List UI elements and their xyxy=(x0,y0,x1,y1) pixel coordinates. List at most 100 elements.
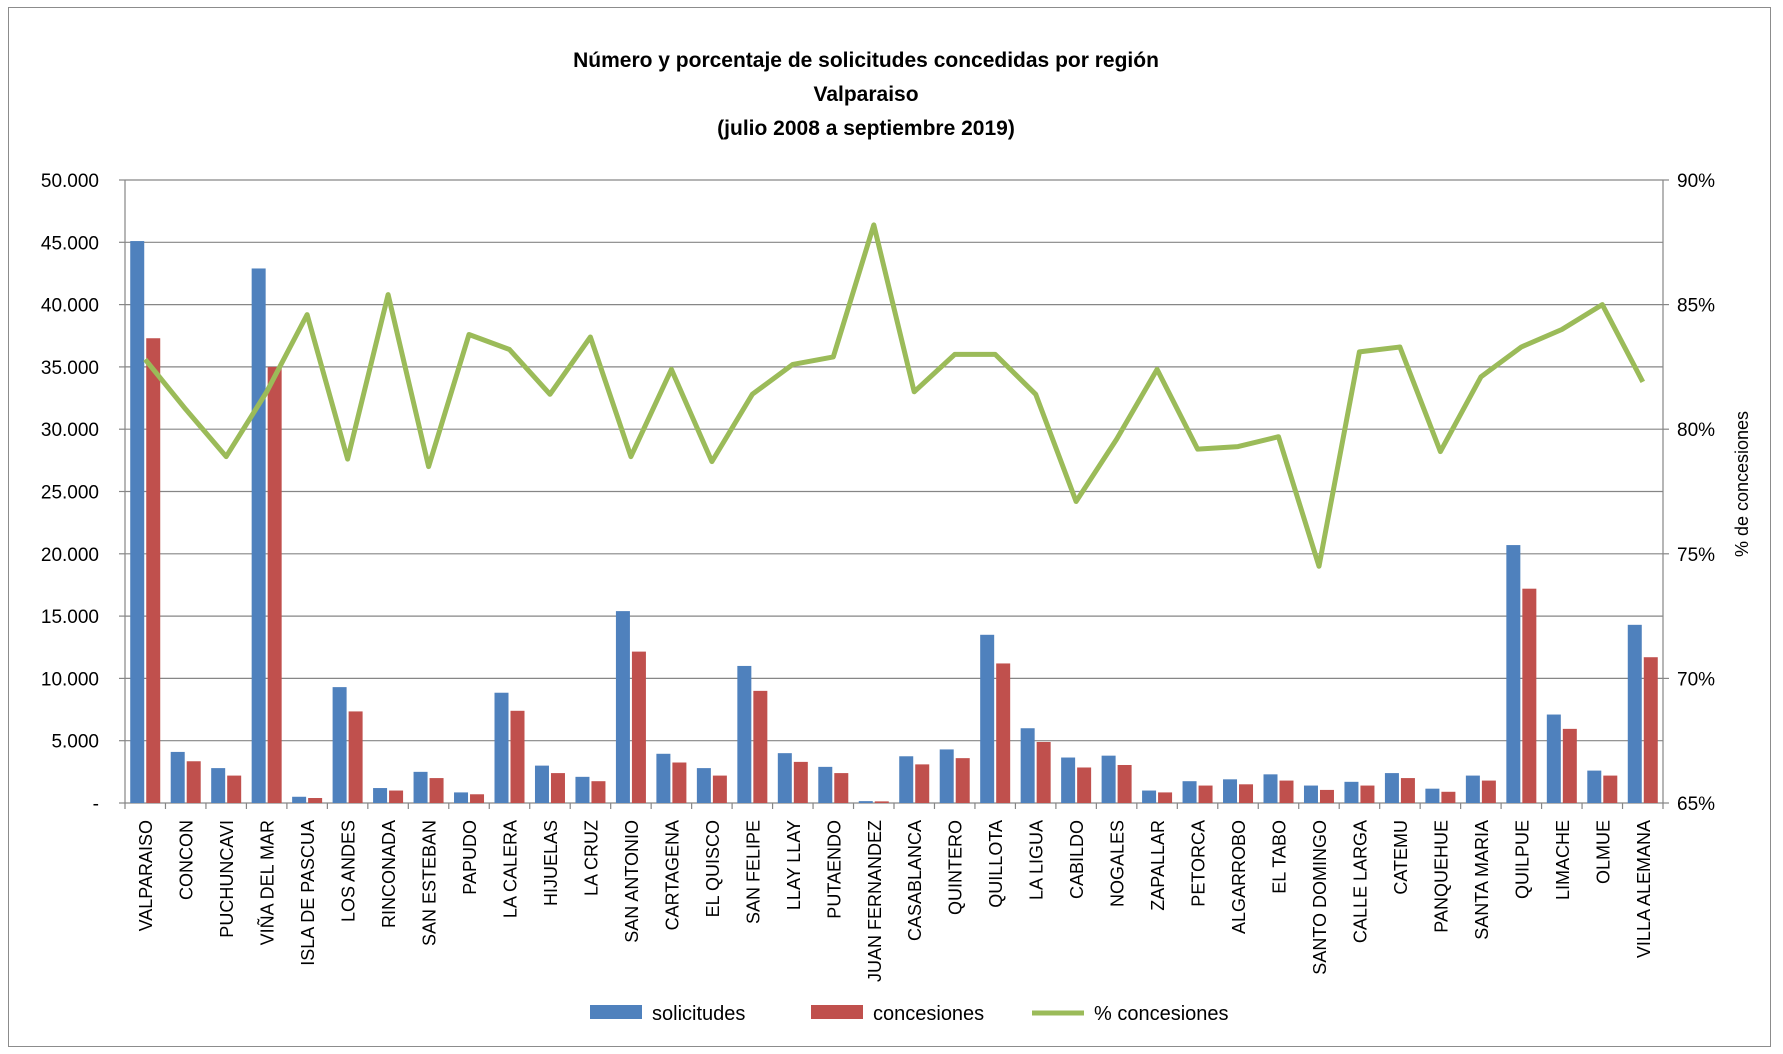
x-category-label: CARTAGENA xyxy=(662,820,682,930)
bar-solicitudes xyxy=(980,634,995,803)
bar-solicitudes xyxy=(1546,714,1561,803)
bar-concesiones xyxy=(470,794,485,803)
bar-concesiones xyxy=(996,663,1011,803)
bar-concesiones xyxy=(1481,780,1496,803)
bar-solicitudes xyxy=(1465,775,1480,803)
bar-concesiones xyxy=(186,761,201,803)
y2-axis-title: % de concesiones xyxy=(1732,411,1752,557)
x-category-label: HIJUELAS xyxy=(541,820,561,906)
bar-concesiones xyxy=(1036,741,1051,803)
x-category-label: CATEMU xyxy=(1391,820,1411,895)
bar-solicitudes xyxy=(1303,785,1318,803)
bar-solicitudes xyxy=(656,753,671,803)
y-tick-label: 10.000 xyxy=(41,669,99,690)
x-category-label: EL TABO xyxy=(1270,820,1290,894)
bar-solicitudes xyxy=(1223,779,1238,803)
x-category-label: VALPARAISO xyxy=(136,820,156,931)
bar-solicitudes xyxy=(1344,781,1359,803)
bar-solicitudes xyxy=(1061,757,1076,803)
bar-series xyxy=(130,241,1658,803)
bar-solicitudes xyxy=(899,756,914,803)
x-category-label: PETORCA xyxy=(1189,820,1209,907)
bar-solicitudes xyxy=(1587,770,1602,803)
x-category-label: SANTO DOMINGO xyxy=(1310,820,1330,975)
bar-solicitudes xyxy=(413,771,428,803)
bar-concesiones xyxy=(550,773,565,803)
bar-concesiones xyxy=(1441,791,1456,803)
bar-solicitudes xyxy=(454,792,469,803)
x-category-label: JUAN FERNANDEZ xyxy=(865,820,885,982)
bar-concesiones xyxy=(1117,764,1132,803)
y-tick-label: 50.000 xyxy=(41,171,99,192)
x-category-label: SANTA MARIA xyxy=(1472,820,1492,940)
x-category-label: SAN ANTONIO xyxy=(622,820,642,943)
bar-concesiones xyxy=(915,764,930,803)
y-tick-label: 40.000 xyxy=(41,296,99,317)
bar-solicitudes xyxy=(1263,774,1278,803)
bar-concesiones xyxy=(1198,785,1213,803)
x-category-label: LA CRUZ xyxy=(581,820,601,896)
bar-concesiones xyxy=(1562,728,1577,803)
x-category-label: CONCON xyxy=(177,820,197,900)
bar-concesiones xyxy=(834,773,849,803)
x-category-label: CALLE LARGA xyxy=(1350,820,1370,943)
y-tick-label: 15.000 xyxy=(41,607,99,628)
bar-solicitudes xyxy=(858,801,873,803)
chart-title: Número y porcentaje de solicitudes conce… xyxy=(573,49,1159,140)
bar-solicitudes xyxy=(1020,728,1035,803)
y-axis-right: 65% 70% 75% 80% 85% 90% xyxy=(1662,171,1715,815)
bar-concesiones xyxy=(429,778,444,803)
bar-solicitudes xyxy=(534,765,549,803)
x-category-label: QUILLOTA xyxy=(986,820,1006,908)
bar-concesiones xyxy=(1522,588,1537,803)
bar-concesiones xyxy=(793,761,808,803)
x-category-label: LIMACHE xyxy=(1553,820,1573,900)
bar-solicitudes xyxy=(615,611,630,803)
legend-label: solicitudes xyxy=(652,1003,745,1025)
bar-solicitudes xyxy=(251,268,266,803)
y-tick-label: 5.000 xyxy=(51,732,99,753)
bar-solicitudes xyxy=(130,241,145,803)
x-category-label: SAN ESTEBAN xyxy=(420,820,440,946)
x-category-label: LA LIGUA xyxy=(1027,820,1047,900)
bar-concesiones xyxy=(348,711,363,803)
bar-concesiones xyxy=(1643,657,1658,803)
y2-tick-label: 75% xyxy=(1677,545,1715,566)
bar-concesiones xyxy=(1400,778,1415,803)
y2-tick-label: 65% xyxy=(1677,794,1715,815)
bar-concesiones xyxy=(955,758,970,803)
bar-solicitudes xyxy=(737,665,752,803)
y-tick-label: 35.000 xyxy=(41,358,99,379)
chart-title-line-3: (julio 2008 a septiembre 2019) xyxy=(717,117,1015,140)
x-category-label: PAPUDO xyxy=(460,820,480,895)
bar-concesiones xyxy=(308,798,323,803)
x-category-label: OLMUE xyxy=(1593,820,1613,884)
bar-concesiones xyxy=(227,775,242,803)
bar-solicitudes xyxy=(170,751,185,803)
x-category-label: ISLA DE PASCUA xyxy=(298,820,318,966)
x-category-label: VIÑA DEL MAR xyxy=(257,820,278,945)
x-category-label: RINCONADA xyxy=(379,820,399,928)
y-tick-label: 30.000 xyxy=(41,420,99,441)
bar-concesiones xyxy=(753,690,768,803)
bar-concesiones xyxy=(672,762,687,803)
y2-tick-label: 80% xyxy=(1677,420,1715,441)
bar-solicitudes xyxy=(1142,790,1157,803)
y2-tick-label: 70% xyxy=(1677,669,1715,690)
bar-solicitudes xyxy=(575,776,590,803)
bar-solicitudes xyxy=(1101,755,1116,803)
bar-concesiones xyxy=(1279,780,1294,803)
bar-concesiones xyxy=(591,781,606,803)
bar-solicitudes xyxy=(1627,624,1642,803)
x-category-label: VILLA ALEMANA xyxy=(1634,820,1654,958)
y-tick-label: 25.000 xyxy=(41,483,99,504)
bar-concesiones xyxy=(1603,775,1618,803)
x-category-label: CABILDO xyxy=(1067,820,1087,899)
y2-tick-label: 85% xyxy=(1677,296,1715,317)
y-axis-left: - 5.000 10.000 15.000 20.000 25.000 30.000 35.0… xyxy=(41,171,125,815)
y2-tick-label: 90% xyxy=(1677,171,1715,192)
y-tick-label: 20.000 xyxy=(41,545,99,566)
x-category-label: PUTAENDO xyxy=(824,820,844,919)
legend: solicitudes concesiones % concesiones xyxy=(590,1003,1229,1025)
x-category-label: LOS ANDES xyxy=(339,820,359,922)
